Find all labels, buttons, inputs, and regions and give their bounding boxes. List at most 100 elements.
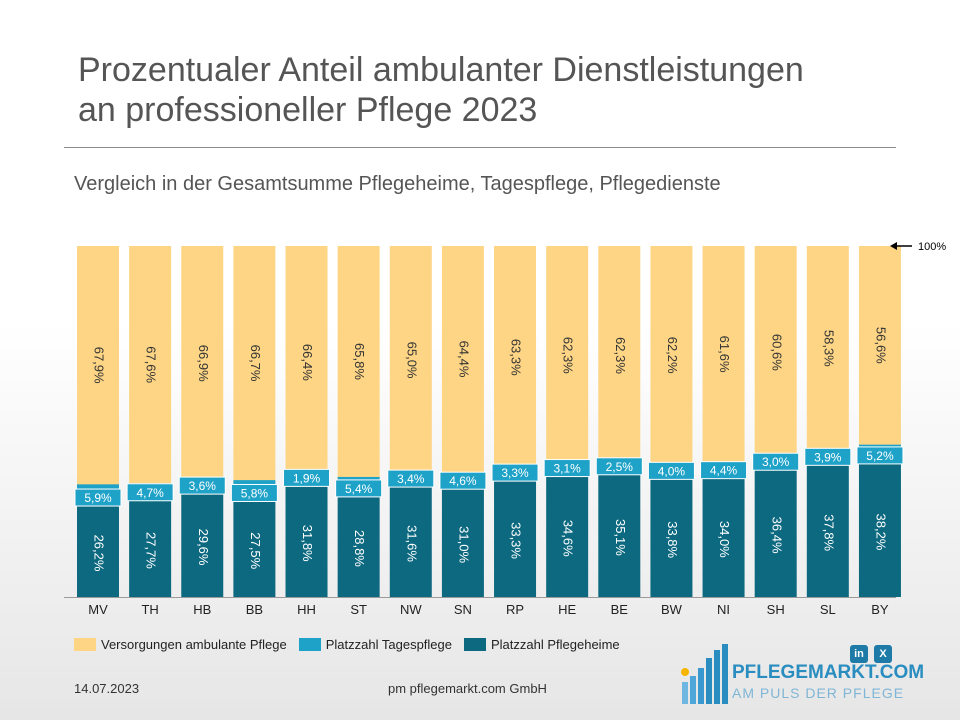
data-label-ambulant: 61,6% <box>717 336 732 373</box>
data-label-tagespflege: 5,2% <box>866 449 894 463</box>
bar-pflegeheime <box>702 477 745 597</box>
data-label-tagespflege: 3,0% <box>762 455 790 469</box>
reference-arrowhead <box>890 242 897 250</box>
data-label-pflegeheime: 27,7% <box>144 532 159 569</box>
data-label-pflegeheime: 29,6% <box>196 529 211 566</box>
label-box-tagespflege <box>126 483 174 502</box>
bar-ambulant <box>546 246 589 476</box>
data-label-tagespflege: 5,4% <box>345 482 373 496</box>
data-label-pflegeheime: 36,4% <box>769 517 784 554</box>
x-tick-label: BY <box>871 602 889 617</box>
stacked-bar-chart: 5,9% 26,2% 67,9% MV 4,7% 27,7% 67,6% TH 3,6% 29,6… <box>64 241 946 617</box>
bar-pflegeheime <box>441 488 484 597</box>
data-label-pflegeheime: 34,6% <box>561 520 576 557</box>
footer-company: pm pflegemarkt.com GmbH <box>388 681 547 696</box>
label-box-tagespflege <box>543 459 591 478</box>
data-label-ambulant: 67,9% <box>92 347 107 384</box>
data-label-pflegeheime: 26,2% <box>92 535 107 572</box>
reference-marker-label: 100% <box>918 241 946 253</box>
data-label-pflegeheime: 31,6% <box>404 525 419 562</box>
label-box-tagespflege <box>335 479 383 498</box>
label-box-tagespflege <box>178 476 226 495</box>
x-tick-label: RP <box>506 602 524 617</box>
data-label-ambulant: 65,8% <box>352 343 367 380</box>
page-title: Prozentualer Anteil ambulanter Dienstlei… <box>78 50 898 130</box>
label-box-tagespflege <box>752 452 800 471</box>
logo-name: PFLEGEMARKT.COM <box>732 662 925 683</box>
bar-pflegeheime <box>650 478 693 597</box>
data-label-ambulant: 66,4% <box>300 344 315 381</box>
pflegemarkt-logo[interactable]: PFLEGEMARKT.COM AM PULS DER PFLEGE <box>676 638 924 708</box>
label-box-tagespflege <box>74 488 122 507</box>
data-label-tagespflege: 4,0% <box>658 464 686 478</box>
data-label-ambulant: 62,2% <box>665 337 680 374</box>
data-label-ambulant: 65,0% <box>404 342 419 379</box>
linkedin-icon[interactable]: in <box>850 645 868 663</box>
data-label-pflegeheime: 27,5% <box>248 532 263 569</box>
bar-pflegeheime <box>389 486 432 597</box>
data-label-pflegeheime: 31,8% <box>300 525 315 562</box>
legend-item-ambulant: Versorgungen ambulante Pflege <box>74 637 287 652</box>
data-label-tagespflege: 3,9% <box>814 450 842 464</box>
data-label-tagespflege: 5,9% <box>84 491 112 505</box>
legend-swatch-ambulant <box>74 638 96 651</box>
legend-swatch-tagespflege <box>298 638 321 651</box>
bar-pflegeheime <box>598 473 641 597</box>
data-label-tagespflege: 3,6% <box>189 479 217 493</box>
label-box-tagespflege <box>595 457 643 476</box>
bar-pflegeheime <box>546 475 589 597</box>
data-label-tagespflege: 3,3% <box>501 466 529 480</box>
data-label-ambulant: 66,9% <box>196 345 211 382</box>
legend-label-tagespflege: Platzzahl Tagespflege <box>325 637 452 652</box>
x-tick-label: TH <box>141 602 158 617</box>
data-label-ambulant: 56,6% <box>874 327 889 364</box>
legend-item-pflegeheime: Platzzahl Pflegeheime <box>464 637 620 652</box>
data-label-pflegeheime: 35,1% <box>613 519 628 556</box>
bar-ambulant <box>806 246 849 465</box>
bar-pflegeheime <box>77 505 119 597</box>
chart-legend: Versorgungen ambulante Pflege Platzzahl … <box>74 637 632 652</box>
data-label-tagespflege: 3,4% <box>397 472 425 486</box>
data-label-ambulant: 67,6% <box>144 346 159 383</box>
bar-ambulant <box>77 246 119 506</box>
bar-ambulant <box>129 246 172 500</box>
x-tick-label: BB <box>246 602 263 617</box>
data-label-tagespflege: 1,9% <box>293 471 321 485</box>
bar-ambulant <box>285 246 328 486</box>
bar-pflegeheime <box>337 495 380 597</box>
title-divider <box>64 147 896 148</box>
data-label-tagespflege: 3,1% <box>553 462 581 476</box>
data-label-ambulant: 62,3% <box>613 337 628 374</box>
data-label-tagespflege: 2,5% <box>606 460 634 474</box>
data-label-pflegeheime: 34,0% <box>717 521 732 558</box>
bar-ambulant <box>337 246 380 496</box>
bar-pflegeheime <box>494 480 537 597</box>
bar-ambulant <box>858 246 901 463</box>
title-line-2: an professioneller Pflege 2023 <box>78 91 538 129</box>
x-tick-label: ST <box>350 602 367 617</box>
data-label-pflegeheime: 33,3% <box>509 522 524 559</box>
data-label-pflegeheime: 31,0% <box>456 526 471 563</box>
pflegemarkt-logo-icon <box>681 644 728 704</box>
label-box-tagespflege <box>856 446 904 465</box>
footer-date: 14.07.2023 <box>74 681 140 696</box>
x-tick-label: BE <box>611 602 629 617</box>
data-label-ambulant: 60,6% <box>769 334 784 371</box>
data-label-tagespflege: 4,4% <box>710 464 738 478</box>
label-box-tagespflege <box>804 447 852 466</box>
bar-ambulant <box>650 246 693 479</box>
data-label-pflegeheime: 38,2% <box>874 514 889 551</box>
label-box-tagespflege <box>439 471 487 490</box>
data-label-ambulant: 58,3% <box>821 330 836 367</box>
bar-ambulant <box>233 246 276 501</box>
x-tick-label: SH <box>767 602 785 617</box>
bar-pflegeheime <box>858 462 901 597</box>
data-label-ambulant: 66,7% <box>248 345 263 382</box>
x-tick-label: HH <box>297 602 316 617</box>
chart-subtitle: Vergleich in der Gesamtsumme Pflegeheime… <box>74 173 721 195</box>
data-label-tagespflege: 4,6% <box>449 474 477 488</box>
bar-ambulant <box>494 246 537 481</box>
xing-icon[interactable]: X <box>874 645 892 663</box>
bar-pflegeheime <box>233 500 276 597</box>
bar-ambulant <box>702 246 745 478</box>
